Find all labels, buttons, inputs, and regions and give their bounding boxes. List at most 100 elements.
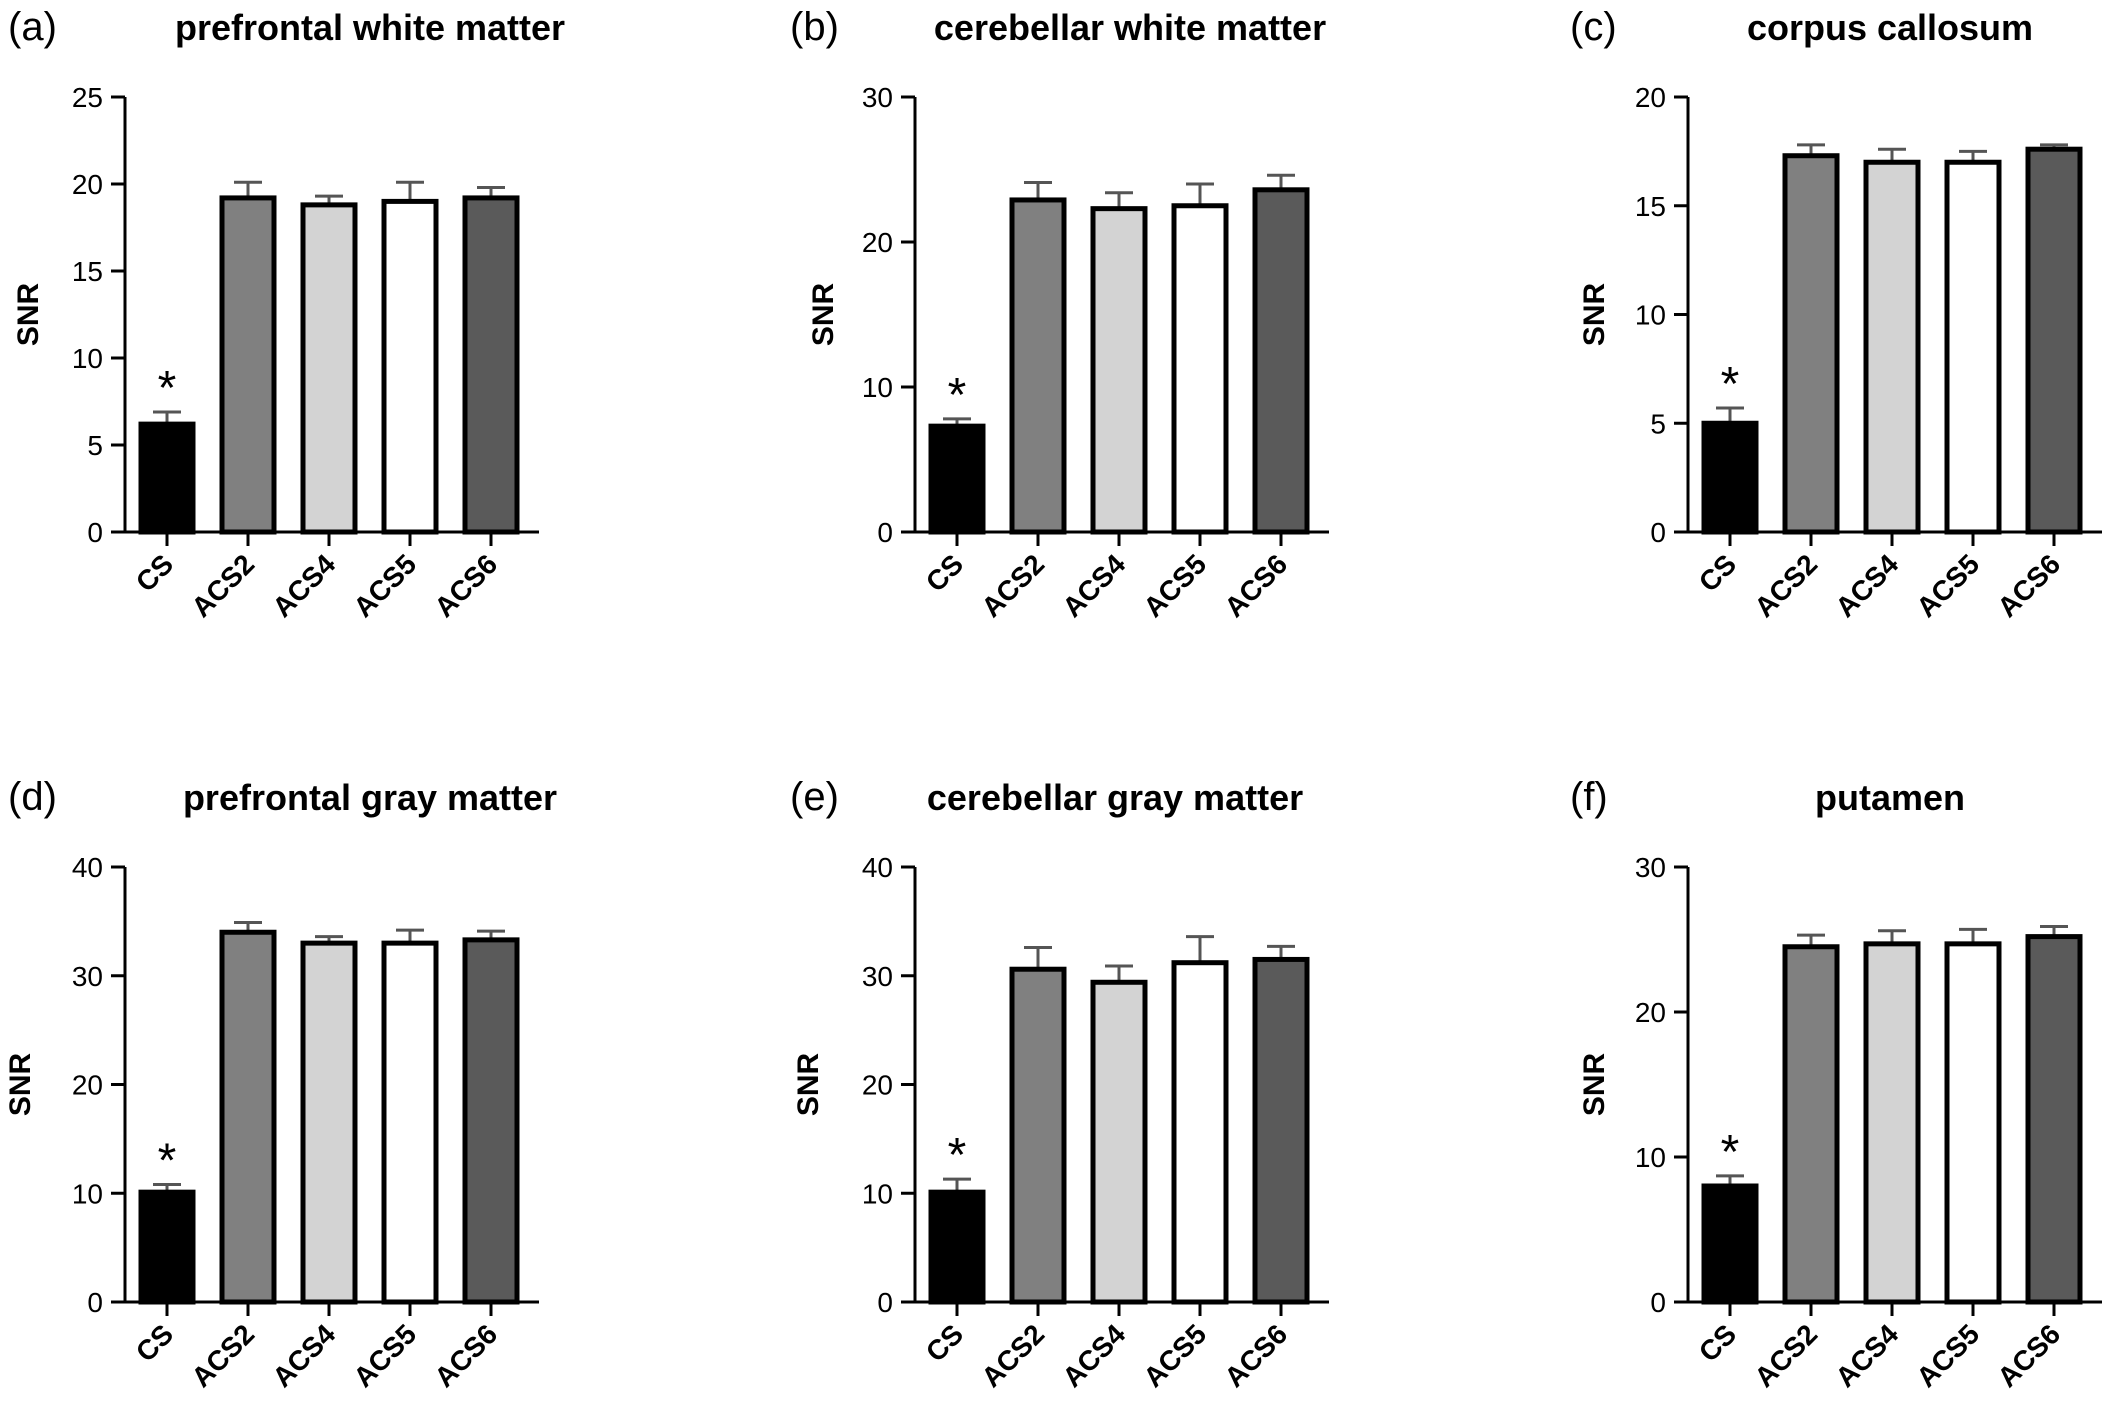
- significance-marker: *: [158, 1135, 177, 1188]
- chart-panel-3: (c) corpus callosum SNR 0 5 10 15 20 CS * ACS2 ACS4…: [1570, 5, 2102, 623]
- bar: [1090, 206, 1148, 535]
- x-tick-label: ACS4: [1056, 1318, 1131, 1393]
- x-tick-label: ACS6: [1991, 548, 2066, 623]
- x-tick-label: CS: [1693, 548, 1742, 597]
- bar: [219, 195, 277, 535]
- chart-panel-2: (b) cerebellar white matter SNR 0 10 20 30 CS * A…: [790, 5, 1329, 623]
- bar: [381, 940, 439, 1305]
- x-tick-label: ACS4: [1829, 548, 1904, 623]
- x-tick-label: ACS6: [428, 1318, 503, 1393]
- y-axis-title: SNR: [12, 282, 45, 346]
- x-tick-label: ACS2: [1748, 548, 1823, 623]
- panel-label: (c): [1570, 5, 1617, 49]
- panel-title: prefrontal gray matter: [183, 777, 557, 818]
- bar: [2025, 934, 2083, 1305]
- y-tick-label: 0: [87, 517, 103, 548]
- x-tick-label: ACS2: [185, 548, 260, 623]
- bar: [300, 940, 358, 1305]
- x-tick-label: ACS4: [1056, 548, 1131, 623]
- y-tick-label: 0: [1650, 517, 1666, 548]
- y-axis-title: SNR: [792, 1052, 825, 1116]
- panel-label: (a): [8, 5, 57, 49]
- bar: [1701, 420, 1759, 535]
- bar: [462, 195, 520, 535]
- y-axis-title: SNR: [4, 1052, 37, 1116]
- x-tick-label: ACS6: [1991, 1318, 2066, 1393]
- y-tick-label: 20: [862, 227, 893, 258]
- panel-title: cerebellar gray matter: [927, 777, 1303, 818]
- y-tick-label: 10: [862, 1178, 893, 1209]
- panel-label: (d): [8, 775, 57, 819]
- y-tick-label: 15: [72, 256, 103, 287]
- significance-marker: *: [158, 362, 177, 415]
- chart-panel-4: (d) prefrontal gray matter SNR 0 10 20 30 40 CS *…: [4, 775, 557, 1393]
- bar: [1009, 966, 1067, 1305]
- chart-panel-6: (f) putamen SNR 0 10 20 30 CS * ACS2 ACS4 ACS5 ACS6: [1570, 775, 2102, 1393]
- y-tick-label: 20: [862, 1070, 893, 1101]
- x-tick-label: CS: [920, 548, 969, 597]
- x-tick-label: ACS5: [1910, 548, 1985, 623]
- x-tick-label: CS: [130, 1318, 179, 1367]
- bar: [1009, 197, 1067, 535]
- y-axis-title: SNR: [1578, 282, 1611, 346]
- x-tick-label: CS: [1693, 1318, 1742, 1367]
- bar: [928, 423, 986, 535]
- bar: [928, 1189, 986, 1305]
- x-tick-label: ACS5: [347, 548, 422, 623]
- x-tick-label: ACS4: [1829, 1318, 1904, 1393]
- x-tick-label: CS: [920, 1318, 969, 1367]
- bar: [462, 937, 520, 1305]
- y-tick-label: 20: [72, 1070, 103, 1101]
- x-tick-label: CS: [130, 548, 179, 597]
- y-tick-label: 0: [1650, 1287, 1666, 1318]
- panel-title: prefrontal white matter: [175, 7, 565, 48]
- x-tick-label: ACS2: [975, 1318, 1050, 1393]
- bar: [1944, 159, 2002, 535]
- x-tick-label: ACS5: [1137, 548, 1212, 623]
- bar: [219, 929, 277, 1305]
- x-tick-label: ACS6: [1218, 548, 1293, 623]
- x-tick-label: ACS6: [428, 548, 503, 623]
- bar: [1863, 159, 1921, 535]
- x-tick-label: ACS5: [1910, 1318, 1985, 1393]
- bar: [1090, 979, 1148, 1305]
- y-tick-label: 5: [1650, 408, 1666, 439]
- y-tick-label: 20: [1635, 82, 1666, 113]
- significance-marker: *: [948, 1129, 967, 1182]
- x-tick-label: ACS2: [1748, 1318, 1823, 1393]
- panel-title: corpus callosum: [1747, 7, 2033, 48]
- bar: [1863, 941, 1921, 1305]
- x-tick-label: ACS4: [266, 548, 341, 623]
- x-tick-label: ACS6: [1218, 1318, 1293, 1393]
- bar: [1171, 960, 1229, 1305]
- chart-panel-5: (e) cerebellar gray matter SNR 0 10 20 30 40 CS *…: [790, 775, 1329, 1393]
- y-tick-label: 30: [1635, 852, 1666, 883]
- y-tick-label: 30: [862, 961, 893, 992]
- bar: [1944, 941, 2002, 1305]
- bar: [1252, 187, 1310, 535]
- panel-title: putamen: [1815, 777, 1965, 818]
- bar: [1252, 956, 1310, 1305]
- y-tick-label: 25: [72, 82, 103, 113]
- y-tick-label: 5: [87, 430, 103, 461]
- y-tick-label: 20: [1635, 997, 1666, 1028]
- x-tick-label: ACS4: [266, 1318, 341, 1393]
- significance-marker: *: [948, 369, 967, 422]
- y-axis-title: SNR: [1578, 1052, 1611, 1116]
- y-tick-label: 10: [862, 372, 893, 403]
- y-tick-label: 40: [72, 852, 103, 883]
- y-tick-label: 10: [1635, 300, 1666, 331]
- bar: [1782, 153, 1840, 535]
- y-tick-label: 30: [862, 82, 893, 113]
- y-tick-label: 0: [877, 517, 893, 548]
- chart-panel-1: (a) prefrontal white matter SNR 0 5 10 15 20 25 C…: [8, 5, 565, 623]
- panel-label: (e): [790, 775, 839, 819]
- panel-label: (b): [790, 5, 839, 49]
- y-axis-title: SNR: [807, 282, 840, 346]
- panel-label: (f): [1570, 775, 1608, 819]
- significance-marker: *: [1721, 1126, 1740, 1179]
- panel-title: cerebellar white matter: [934, 7, 1326, 48]
- y-tick-label: 0: [877, 1287, 893, 1318]
- bar: [1171, 203, 1229, 535]
- y-tick-label: 10: [72, 343, 103, 374]
